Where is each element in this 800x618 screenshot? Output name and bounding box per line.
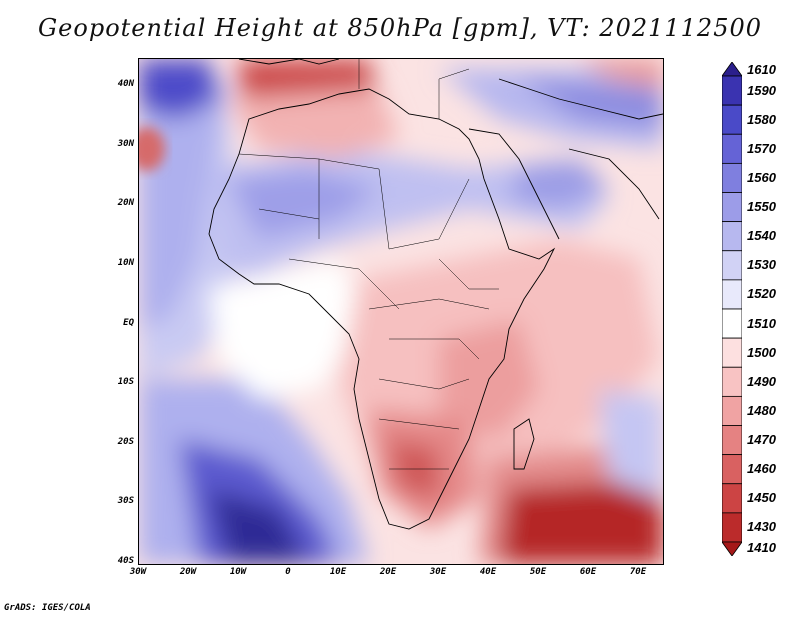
colorbar-segments	[722, 62, 742, 556]
colorbar-segment	[722, 221, 742, 252]
lat-label-40s: 40S	[117, 556, 134, 566]
height-field-shading	[139, 59, 663, 564]
lon-label-20w: 20W	[179, 567, 197, 577]
lon-label-0: 0	[285, 567, 291, 577]
lon-label-40e: 40E	[479, 567, 497, 577]
coastlines	[208, 59, 663, 530]
colorbar-label: 1530	[747, 257, 776, 273]
red-anomaly-spot	[139, 127, 165, 171]
colorbar-label: 1500	[747, 344, 776, 360]
colorbar-segment	[722, 192, 742, 223]
colorbar-segment	[722, 366, 742, 397]
country-borders	[238, 59, 499, 470]
colorbar-label: 1470	[747, 432, 776, 448]
lon-label-10e: 10E	[329, 567, 347, 577]
lat-label-30s: 30S	[117, 496, 134, 506]
colorbar-segment	[722, 279, 742, 310]
lat-label-10n: 10N	[117, 258, 134, 268]
colorbar-segment	[722, 395, 742, 426]
colorbar-segment	[722, 308, 742, 339]
colorbar-segment	[722, 162, 742, 193]
lon-label-10w: 10W	[229, 567, 247, 577]
colorbar-segment	[722, 75, 742, 106]
colorbar-label: 1550	[747, 199, 776, 215]
lat-label-40n: 40N	[117, 79, 134, 89]
colorbar-segment	[722, 133, 742, 164]
lon-label-20e: 20E	[379, 567, 397, 577]
colorbar-label: 1430	[747, 519, 776, 535]
colorbar-label: 1560	[747, 169, 776, 185]
colorbar-label: 1590	[747, 82, 776, 98]
grads-credit: GrADS: IGES/COLA	[4, 603, 91, 613]
lat-label-30n: 30N	[117, 139, 134, 149]
colorbar-segment	[722, 512, 742, 543]
height-field-map	[139, 59, 663, 564]
lon-label-50e: 50E	[529, 567, 547, 577]
lon-label-60e: 60E	[579, 567, 597, 577]
colorbar-label: 1510	[747, 315, 776, 331]
lon-label-70e: 70E	[629, 567, 647, 577]
colorbar-label: 1540	[747, 228, 776, 244]
colorbar-label: 1460	[747, 461, 776, 477]
lat-label-20s: 20S	[117, 437, 134, 447]
colorbar-label: 1520	[747, 286, 776, 302]
colorbar-label: 1480	[747, 402, 776, 418]
lat-label-10s: 10S	[117, 377, 134, 387]
colorbar-label: 1450	[747, 490, 776, 506]
colorbar-label: 1610	[747, 61, 776, 77]
colorbar-bottom-triangle	[722, 541, 742, 556]
colorbar-segment	[722, 250, 742, 281]
colorbar-segment	[722, 454, 742, 485]
colorbar-label: 1580	[747, 111, 776, 127]
colorbar	[722, 62, 742, 556]
colorbar-label: 1410	[747, 540, 776, 556]
colorbar-segment	[722, 104, 742, 135]
colorbar-segment	[722, 483, 742, 514]
lon-label-30w: 30W	[129, 567, 147, 577]
lon-label-30e: 30E	[429, 567, 447, 577]
lat-label-eq: EQ	[123, 318, 134, 328]
map-plot-area	[138, 58, 664, 565]
colorbar-top-triangle	[722, 62, 742, 77]
colorbar-segment	[722, 425, 742, 456]
map-title: Geopotential Height at 850hPa [gpm], VT:…	[38, 14, 762, 42]
colorbar-segment	[722, 337, 742, 368]
colorbar-label: 1490	[747, 373, 776, 389]
colorbar-label: 1570	[747, 140, 776, 156]
lat-label-20n: 20N	[117, 198, 134, 208]
